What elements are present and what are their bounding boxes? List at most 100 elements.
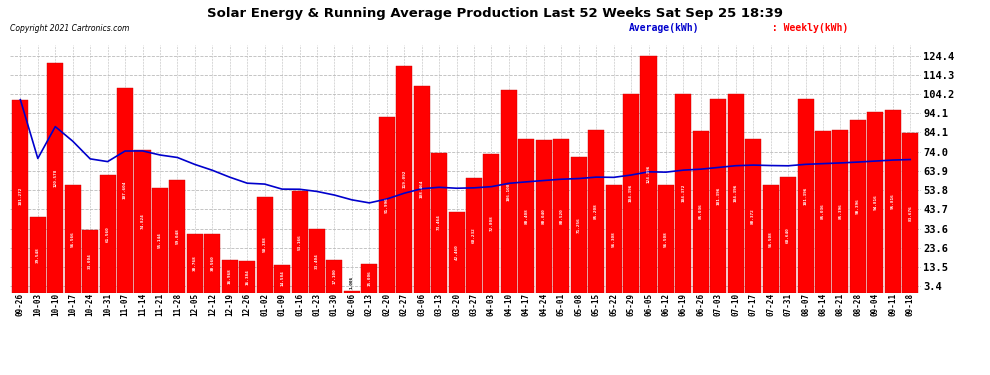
Text: 71.256: 71.256 xyxy=(577,217,581,232)
Bar xyxy=(606,185,622,292)
Text: 83.676: 83.676 xyxy=(908,205,912,221)
Bar xyxy=(588,130,604,292)
Text: 106.108: 106.108 xyxy=(507,182,511,201)
Text: 80.372: 80.372 xyxy=(751,208,755,224)
Bar xyxy=(12,100,29,292)
Text: 61.560: 61.560 xyxy=(106,226,110,242)
Text: 59.048: 59.048 xyxy=(175,228,179,244)
Bar xyxy=(291,191,308,292)
Bar xyxy=(344,291,360,292)
Text: 15.006: 15.006 xyxy=(367,270,371,286)
Bar xyxy=(745,140,761,292)
Text: 91.996: 91.996 xyxy=(385,197,389,213)
Text: 85.036: 85.036 xyxy=(821,204,825,219)
Text: 85.036: 85.036 xyxy=(699,204,703,219)
Text: 16.384: 16.384 xyxy=(246,269,249,285)
Bar xyxy=(151,188,168,292)
Bar xyxy=(414,86,430,292)
Bar xyxy=(867,112,883,292)
Text: 56.508: 56.508 xyxy=(664,231,668,247)
Text: 74.824: 74.824 xyxy=(141,213,145,229)
Text: 104.372: 104.372 xyxy=(681,184,685,203)
Text: 73.464: 73.464 xyxy=(438,215,442,231)
Bar xyxy=(780,177,796,292)
Text: 104.396: 104.396 xyxy=(629,184,633,202)
Bar xyxy=(570,157,587,292)
Bar xyxy=(641,56,656,292)
Bar xyxy=(762,185,779,292)
Text: 56.508: 56.508 xyxy=(768,231,772,247)
Text: Average(kWh): Average(kWh) xyxy=(630,22,700,33)
Text: 50.388: 50.388 xyxy=(262,237,266,252)
Bar xyxy=(64,185,81,292)
Text: 95.816: 95.816 xyxy=(891,194,895,209)
Bar xyxy=(82,230,98,292)
Text: 60.232: 60.232 xyxy=(472,227,476,243)
Text: 94.816: 94.816 xyxy=(873,194,877,210)
Bar xyxy=(815,130,831,292)
Text: 101.272: 101.272 xyxy=(19,187,23,205)
Text: 56.308: 56.308 xyxy=(612,231,616,247)
Bar xyxy=(623,94,640,292)
Bar xyxy=(100,175,116,292)
Text: 33.404: 33.404 xyxy=(315,253,319,268)
Text: 107.604: 107.604 xyxy=(123,181,127,199)
Bar xyxy=(309,229,325,292)
Text: 53.166: 53.166 xyxy=(298,234,302,250)
Bar xyxy=(327,260,343,292)
Bar xyxy=(187,234,203,292)
Bar xyxy=(256,196,272,292)
Bar xyxy=(798,99,814,292)
Text: 30.768: 30.768 xyxy=(193,255,197,271)
Text: Copyright 2021 Cartronics.com: Copyright 2021 Cartronics.com xyxy=(10,24,130,33)
Text: 85.396: 85.396 xyxy=(839,203,842,219)
Bar xyxy=(274,265,290,292)
Text: 39.548: 39.548 xyxy=(36,247,40,263)
Text: 108.464: 108.464 xyxy=(420,180,424,198)
Bar xyxy=(117,88,133,292)
Text: 119.092: 119.092 xyxy=(402,170,406,188)
Bar xyxy=(728,94,743,292)
Text: 1.006: 1.006 xyxy=(349,276,353,289)
Bar xyxy=(30,217,46,292)
Text: 90.396: 90.396 xyxy=(856,199,860,214)
Text: 17.100: 17.100 xyxy=(333,268,337,284)
Bar xyxy=(710,99,727,292)
Text: 80.520: 80.520 xyxy=(559,208,563,224)
Text: : Weekly(kWh): : Weekly(kWh) xyxy=(766,22,848,33)
Text: 55.144: 55.144 xyxy=(158,232,162,248)
Bar xyxy=(204,234,221,292)
Bar xyxy=(466,178,482,292)
Bar xyxy=(483,154,500,292)
Bar xyxy=(135,150,150,292)
Bar xyxy=(169,180,185,292)
Bar xyxy=(361,264,377,292)
Text: 80.408: 80.408 xyxy=(525,208,529,224)
Text: 42.460: 42.460 xyxy=(454,244,458,260)
Text: 101.396: 101.396 xyxy=(717,187,721,205)
Text: 80.040: 80.040 xyxy=(542,209,545,224)
Text: 72.808: 72.808 xyxy=(489,215,493,231)
Bar xyxy=(885,110,901,292)
Text: 124.396: 124.396 xyxy=(646,165,650,183)
Bar xyxy=(519,140,535,292)
Text: 104.396: 104.396 xyxy=(734,184,738,202)
Text: Solar Energy & Running Average Production Last 52 Weeks Sat Sep 25 18:39: Solar Energy & Running Average Productio… xyxy=(207,8,783,21)
Bar xyxy=(501,90,517,292)
Bar xyxy=(675,94,691,292)
Text: 60.640: 60.640 xyxy=(786,227,790,243)
Text: 56.566: 56.566 xyxy=(70,231,74,246)
Bar xyxy=(240,261,255,292)
Bar xyxy=(658,185,674,292)
Text: 85.208: 85.208 xyxy=(594,204,598,219)
Bar xyxy=(431,153,447,292)
Bar xyxy=(448,211,464,292)
Bar xyxy=(379,117,395,292)
Bar xyxy=(396,66,412,292)
Text: 14.584: 14.584 xyxy=(280,271,284,286)
Bar xyxy=(536,140,551,292)
Bar xyxy=(693,130,709,292)
Text: 101.396: 101.396 xyxy=(804,187,808,205)
Bar xyxy=(222,260,238,292)
Text: 30.560: 30.560 xyxy=(210,255,214,271)
